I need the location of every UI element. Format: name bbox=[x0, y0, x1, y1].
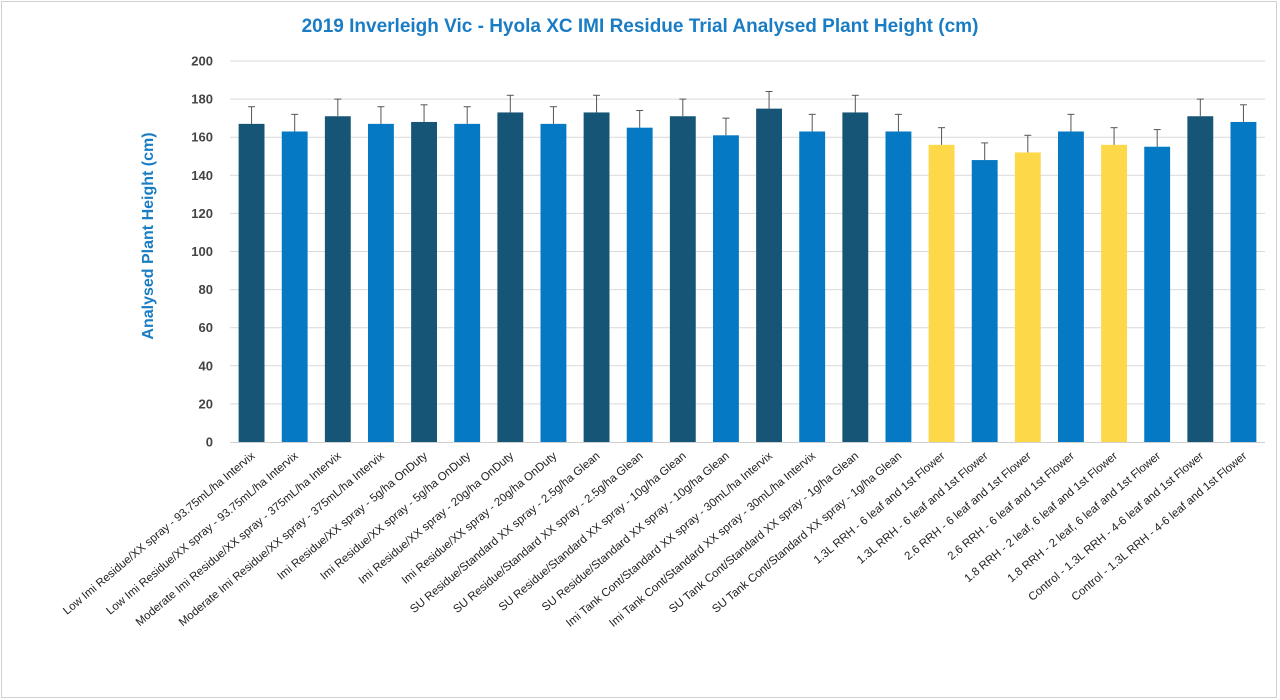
gridlines bbox=[230, 60, 1265, 405]
y-tick-label: 200 bbox=[191, 54, 213, 69]
error-bar bbox=[463, 106, 471, 124]
x-tick-label: Imi Residue/XX spray - 5g/ha OnDuty bbox=[319, 450, 474, 583]
error-bar bbox=[981, 142, 989, 161]
bar bbox=[497, 112, 524, 442]
y-tick-label: 160 bbox=[191, 130, 213, 145]
bar bbox=[540, 123, 567, 443]
x-tick-label: Imi Residue/XX spray - 5g/ha OnDuty bbox=[275, 450, 430, 583]
chart-title: 2019 Inverleigh Vic - Hyola XC IMI Resid… bbox=[301, 16, 979, 37]
bar bbox=[454, 123, 481, 443]
x-tick-label: Imi Residue/XX spray - 20g/ha OnDuty bbox=[400, 450, 560, 587]
bar bbox=[1014, 152, 1041, 442]
x-tick-label: 1.8 RRH - 2 leaf, 6 leaf and 1st Flower bbox=[1006, 450, 1164, 585]
y-tick-label: 0 bbox=[206, 435, 213, 450]
bar bbox=[756, 108, 782, 442]
error-bar bbox=[377, 106, 385, 124]
error-bar bbox=[420, 104, 428, 122]
bar bbox=[626, 127, 653, 443]
y-tick-labels: 0 20 40 60 80 100 120 140 160 180 200 bbox=[191, 54, 213, 450]
error-bar bbox=[1024, 134, 1032, 153]
error-bar bbox=[851, 94, 859, 113]
error-bar bbox=[938, 127, 946, 145]
error-bar bbox=[808, 113, 816, 132]
error-bar bbox=[506, 94, 514, 113]
error-bar bbox=[248, 106, 256, 124]
bar bbox=[971, 160, 998, 442]
y-tick-label: 60 bbox=[199, 320, 213, 335]
bar bbox=[281, 131, 308, 443]
error-bar bbox=[1153, 129, 1161, 147]
y-tick-label: 100 bbox=[191, 244, 213, 259]
bar bbox=[713, 135, 739, 443]
x-tick-label: Imi Tank Cont/Standard XX spray - 30mL/h… bbox=[607, 450, 818, 630]
error-bar bbox=[679, 98, 687, 117]
bar bbox=[669, 116, 696, 443]
y-tick-label: 20 bbox=[199, 396, 213, 411]
x-tick-label: Moderate Imi Residue/XX spray - 375mL/ha… bbox=[177, 450, 387, 629]
x-tick-label: Imi Tank Cont/Standard XX spray - 30mL/h… bbox=[564, 450, 775, 630]
error-bar bbox=[593, 94, 601, 113]
bar bbox=[1101, 144, 1127, 442]
x-tick-label: Imi Residue/XX spray - 20g/ha OnDuty bbox=[357, 450, 517, 587]
y-tick-label: 80 bbox=[199, 282, 213, 297]
y-tick-label: 40 bbox=[199, 358, 213, 373]
bar bbox=[928, 144, 955, 442]
x-tick-labels: Low Imi Residue/XX spray - 93.75mL/ha In… bbox=[61, 450, 1249, 630]
bar bbox=[885, 131, 912, 443]
bar bbox=[842, 112, 869, 442]
error-bar bbox=[1110, 127, 1118, 145]
bar bbox=[324, 116, 351, 443]
bar bbox=[1144, 146, 1171, 442]
y-tick-label: 120 bbox=[191, 206, 213, 221]
error-bar bbox=[1067, 113, 1075, 132]
bar bbox=[799, 131, 826, 443]
error-bar bbox=[291, 113, 299, 132]
bars bbox=[238, 108, 1257, 443]
bar bbox=[1058, 131, 1084, 443]
error-bar bbox=[549, 106, 557, 124]
bar bbox=[1187, 116, 1214, 443]
x-tick-label: Moderate Imi Residue/XX spray - 375mL/ha… bbox=[134, 450, 344, 629]
y-tick-label: 140 bbox=[191, 168, 213, 183]
error-bar bbox=[636, 110, 644, 128]
error-bar bbox=[334, 98, 342, 117]
bar bbox=[238, 123, 265, 443]
error-bar bbox=[1196, 98, 1204, 117]
x-tick-label: 1.8 RRH - 2 leaf, 6 leaf and 1st Flower bbox=[962, 450, 1120, 585]
bar bbox=[368, 123, 394, 443]
error-bar bbox=[894, 113, 902, 132]
error-bar bbox=[765, 90, 773, 109]
error-bar bbox=[1239, 104, 1247, 122]
y-tick-label: 180 bbox=[191, 92, 213, 107]
x-tick-label: Low Imi Residue/XX spray - 93.75mL/ha In… bbox=[104, 450, 300, 618]
error-bar bbox=[722, 117, 730, 136]
bar bbox=[411, 121, 437, 443]
bar bbox=[583, 112, 610, 442]
bar bbox=[1230, 121, 1257, 443]
error-bars bbox=[248, 90, 1247, 161]
